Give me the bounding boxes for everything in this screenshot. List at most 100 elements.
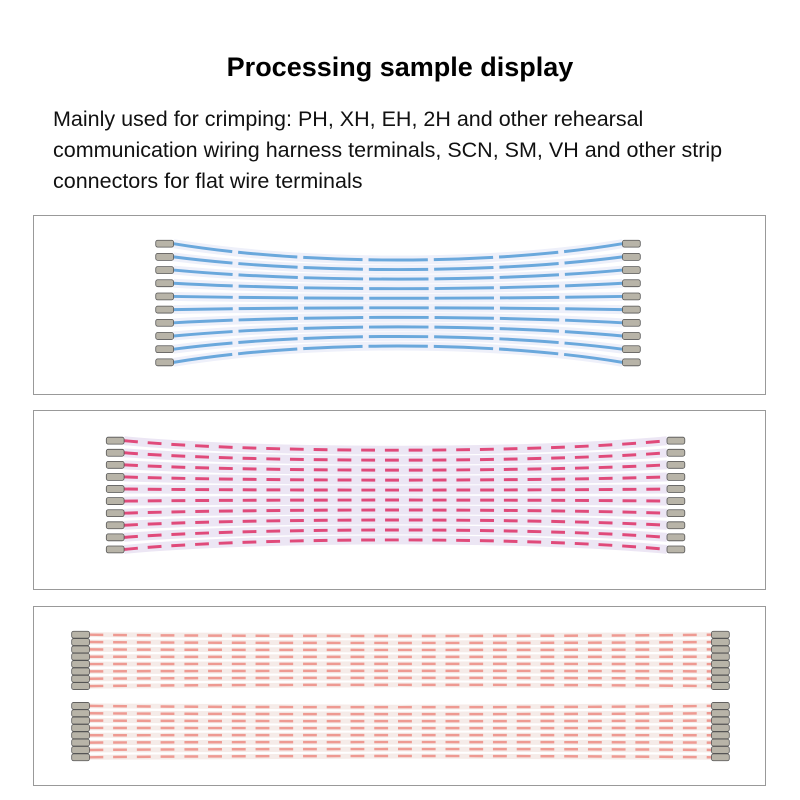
crimp-terminal <box>666 545 686 554</box>
wire-stripe <box>89 683 712 688</box>
crimp-terminal <box>71 709 90 718</box>
crimp-terminal <box>155 358 174 367</box>
wire-stripe <box>173 281 623 291</box>
crimp-terminal <box>711 630 730 639</box>
crimp-terminal <box>105 545 125 554</box>
crimp-terminal <box>622 239 641 248</box>
crimp-terminal <box>71 652 90 661</box>
wire-stripe <box>173 255 623 272</box>
crimp-terminal <box>666 473 686 481</box>
crimp-terminal <box>666 533 686 542</box>
crimp-terminal <box>71 645 90 654</box>
crimp-terminal <box>71 731 90 740</box>
crimp-terminal <box>711 682 730 690</box>
wire-stripe <box>89 711 712 716</box>
crimp-terminal <box>711 652 730 661</box>
crimp-terminal <box>105 448 125 457</box>
crimp-terminal <box>711 716 730 725</box>
wire-stripe <box>173 242 623 262</box>
crimp-terminal <box>711 674 730 683</box>
crimp-terminal <box>666 436 686 445</box>
crimp-terminal <box>71 660 90 668</box>
wire-stripe <box>173 268 623 281</box>
crimp-terminal <box>622 266 641 274</box>
crimp-terminal <box>711 753 730 762</box>
wire-stripe <box>124 475 668 482</box>
wire-stripe <box>89 719 712 723</box>
wire-stripe <box>123 451 668 462</box>
crimp-terminal <box>711 731 730 740</box>
crimp-terminal <box>711 724 730 732</box>
page-title: Processing sample display <box>226 52 574 82</box>
crimp-terminal <box>622 305 641 314</box>
crimp-terminal <box>155 318 174 327</box>
crimp-terminal <box>622 345 641 354</box>
crimp-terminal <box>155 305 174 314</box>
crimp-terminal <box>622 358 641 367</box>
crimp-terminal <box>711 702 730 710</box>
wire-stripe <box>89 747 712 752</box>
wire-stripe <box>123 528 668 539</box>
crimp-terminal <box>71 738 90 747</box>
crimp-terminal <box>711 660 730 668</box>
crimp-terminal <box>71 667 90 676</box>
sample-image-red-harness <box>33 410 766 590</box>
crimp-terminal <box>666 460 686 469</box>
wire-stripe <box>173 294 623 300</box>
crimp-terminal <box>711 746 730 754</box>
wire-stripe <box>173 334 623 351</box>
wire-stripe <box>173 306 623 312</box>
crimp-terminal <box>622 318 641 327</box>
crimp-terminal <box>155 279 174 288</box>
crimp-terminal <box>71 674 90 683</box>
crimp-terminal <box>666 521 686 530</box>
wire-stripe <box>124 487 668 492</box>
sample-image-pink-harness <box>33 606 766 786</box>
crimp-terminal <box>666 509 686 518</box>
crimp-terminal <box>71 746 90 754</box>
wire-stripe <box>124 463 668 472</box>
crimp-terminal <box>105 485 125 493</box>
wire-stripe <box>89 633 712 638</box>
description: Mainly used for crimping: PH, XH, EH, 2H… <box>53 107 723 193</box>
crimp-terminal <box>71 724 90 732</box>
crimp-terminal <box>666 448 686 457</box>
crimp-terminal <box>155 266 174 274</box>
crimp-terminal <box>155 292 174 301</box>
crimp-terminal <box>105 460 125 469</box>
wire-stripe <box>89 704 712 709</box>
wire-stripe <box>123 439 668 452</box>
wire-stripe <box>173 325 623 338</box>
crimp-terminal <box>622 332 641 340</box>
wire-stripe <box>123 538 668 551</box>
crimp-terminal <box>71 753 90 762</box>
wire-stripe <box>173 344 623 364</box>
sample-image-blue-harness <box>33 215 766 395</box>
crimp-terminal <box>622 292 641 301</box>
wire-stripe <box>89 676 712 681</box>
crimp-terminal <box>711 709 730 718</box>
crimp-terminal <box>711 738 730 747</box>
crimp-terminal <box>71 702 90 710</box>
wire-stripe <box>89 648 712 652</box>
wire-stripe <box>89 669 712 673</box>
crimp-terminal <box>71 716 90 725</box>
crimp-terminal <box>666 497 686 505</box>
crimp-terminal <box>711 667 730 676</box>
crimp-terminal <box>155 345 174 354</box>
crimp-terminal <box>105 497 125 505</box>
crimp-terminal <box>105 473 125 481</box>
crimp-terminal <box>71 682 90 690</box>
crimp-terminal <box>105 521 125 530</box>
crimp-terminal <box>105 436 125 445</box>
crimp-terminal <box>105 509 125 518</box>
crimp-terminal <box>155 253 174 261</box>
crimp-terminal <box>71 630 90 639</box>
wire-stripe <box>89 640 712 645</box>
crimp-terminal <box>666 485 686 493</box>
crimp-terminal <box>71 638 90 646</box>
crimp-terminal <box>622 253 641 261</box>
crimp-terminal <box>711 638 730 646</box>
crimp-terminal <box>711 645 730 654</box>
wire-stripe <box>89 754 712 759</box>
